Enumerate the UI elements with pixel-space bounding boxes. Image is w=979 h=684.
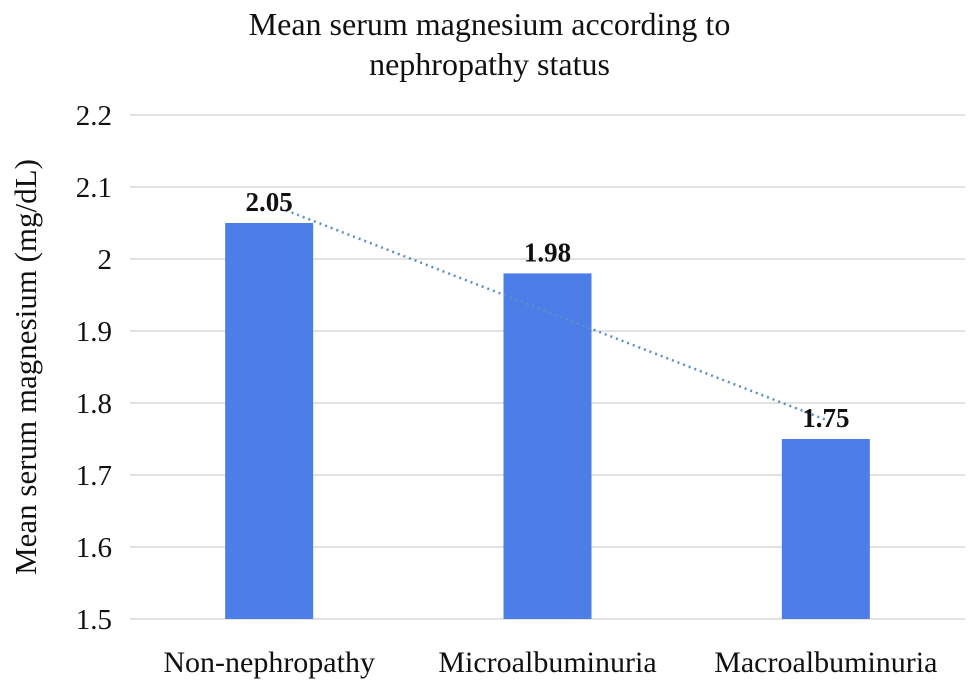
y-tick-label: 1.7: [76, 460, 112, 492]
x-tick-label: Macroalbuminuria: [714, 646, 937, 679]
y-tick-label: 2.2: [76, 100, 112, 132]
data-label: 1.98: [524, 237, 571, 267]
y-axis-title: Mean serum magnesium (mg/dL): [8, 159, 43, 575]
y-tick-label: 1.9: [76, 316, 112, 348]
y-tick-label: 1.6: [76, 532, 112, 564]
bar: [781, 439, 870, 619]
y-tick-label: 1.5: [76, 604, 112, 636]
y-tick-label: 1.8: [76, 388, 112, 420]
chart-title-line-2: nephropathy status: [369, 46, 610, 82]
data-label: 2.05: [246, 187, 293, 217]
data-label: 1.75: [802, 403, 849, 433]
x-tick-label: Microalbuminuria: [438, 646, 656, 679]
chart-title-line-1: Mean serum magnesium according to: [248, 6, 731, 42]
y-tick-label: 2.1: [76, 172, 112, 204]
bar: [503, 273, 592, 619]
x-tick-label: Non-nephropathy: [163, 646, 375, 679]
bar: [225, 223, 314, 619]
y-tick-label: 2: [98, 244, 113, 276]
